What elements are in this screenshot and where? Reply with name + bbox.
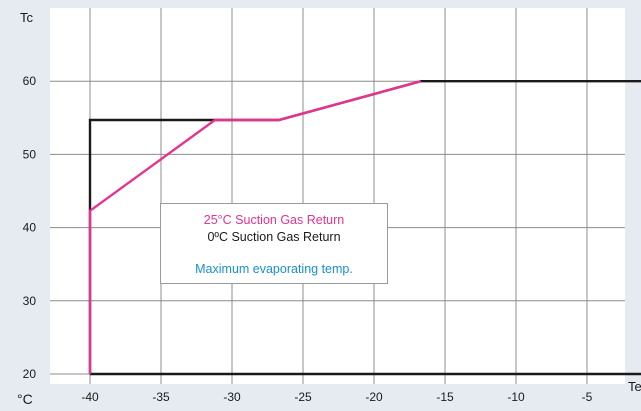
y-tick-label: 20 bbox=[23, 367, 37, 381]
y-axis-unit: °C bbox=[17, 391, 33, 407]
legend-entry-0c: 0ºC Suction Gas Return bbox=[207, 230, 341, 244]
tick-labels: -40-35-30-25-20-15-10-505102030405060 bbox=[23, 74, 593, 404]
y-tick-label: 50 bbox=[23, 147, 37, 161]
y-axis-label: Tc bbox=[20, 10, 34, 25]
x-tick-label: -20 bbox=[365, 390, 383, 404]
x-tick-label: -15 bbox=[436, 390, 454, 404]
y-tick-label: 30 bbox=[23, 294, 37, 308]
x-tick-label: -30 bbox=[223, 390, 241, 404]
series bbox=[88, 79, 641, 376]
y-tick-label: 60 bbox=[23, 74, 37, 88]
x-tick-label: -5 bbox=[582, 390, 593, 404]
legend-entry-max-evap: Maximum evaporating temp. bbox=[195, 262, 353, 276]
y-tick-label: 40 bbox=[23, 221, 37, 235]
x-tick-label: -40 bbox=[81, 390, 99, 404]
legend-entry-25c: 25°C Suction Gas Return bbox=[203, 213, 345, 227]
x-axis-label: Te bbox=[628, 379, 641, 394]
legend: 25°C Suction Gas Return 0ºC Suction Gas … bbox=[160, 203, 388, 284]
x-tick-label: -25 bbox=[294, 390, 312, 404]
x-tick-label: -10 bbox=[507, 390, 525, 404]
x-tick-label: -35 bbox=[152, 390, 170, 404]
plot-area bbox=[50, 8, 625, 384]
series-line-0 bbox=[88, 80, 422, 374]
